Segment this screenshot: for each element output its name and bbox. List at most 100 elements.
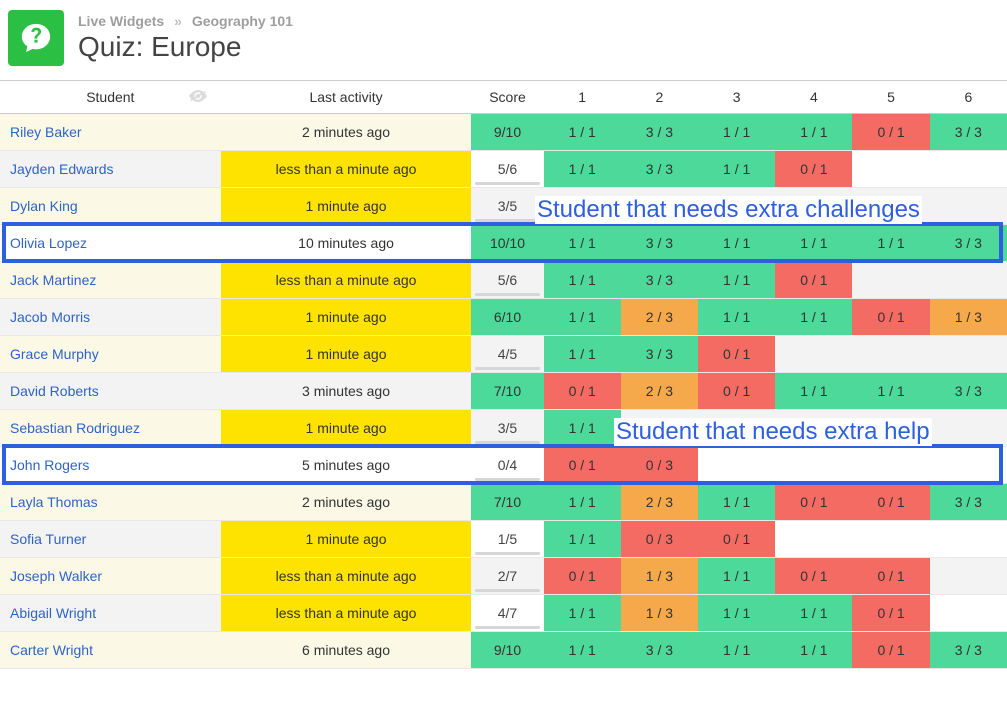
breadcrumb-b[interactable]: Geography 101 xyxy=(192,13,293,29)
question-cell: 1 / 1 xyxy=(775,632,852,669)
question-cell xyxy=(852,262,929,299)
table-row: Grace Murphy1 minute ago4/51 / 13 / 30 /… xyxy=(0,336,1007,373)
table-row: Carter Wright6 minutes ago9/101 / 13 / 3… xyxy=(0,632,1007,669)
breadcrumb: Live Widgets » Geography 101 xyxy=(78,13,293,29)
table-row: Riley Baker2 minutes ago9/101 / 13 / 31 … xyxy=(0,114,1007,151)
question-cell xyxy=(930,410,1007,447)
question-cell: 0 / 1 xyxy=(852,299,929,336)
question-cell xyxy=(930,558,1007,595)
student-name[interactable]: Layla Thomas xyxy=(0,484,221,521)
question-cell xyxy=(930,595,1007,632)
question-cell: 1 / 1 xyxy=(698,262,775,299)
table-row: John Rogers5 minutes ago0/40 / 10 / 3 xyxy=(0,447,1007,484)
visibility-icon[interactable] xyxy=(189,89,207,105)
question-cell: 1 / 1 xyxy=(544,595,621,632)
last-activity: 10 minutes ago xyxy=(221,225,472,262)
student-name[interactable]: Riley Baker xyxy=(0,114,221,151)
breadcrumb-a[interactable]: Live Widgets xyxy=(78,13,164,29)
score-cell: 10/10 xyxy=(471,225,543,262)
question-cell xyxy=(698,447,775,484)
col-q6[interactable]: 6 xyxy=(930,81,1007,114)
score-cell: 9/10 xyxy=(471,114,543,151)
question-cell xyxy=(930,521,1007,558)
question-cell: 1 / 1 xyxy=(544,521,621,558)
question-cell: 0 / 1 xyxy=(852,632,929,669)
last-activity: 1 minute ago xyxy=(221,188,472,225)
question-cell: 1 / 1 xyxy=(698,299,775,336)
score-cell: 4/5 xyxy=(471,336,543,373)
table-row: Layla Thomas2 minutes ago7/101 / 12 / 31… xyxy=(0,484,1007,521)
question-cell: 3 / 3 xyxy=(621,151,698,188)
question-cell: 1 / 1 xyxy=(698,151,775,188)
score-cell: 5/6 xyxy=(471,262,543,299)
question-cell: 1 / 1 xyxy=(544,484,621,521)
student-name[interactable]: John Rogers xyxy=(0,447,221,484)
last-activity: less than a minute ago xyxy=(221,151,472,188)
col-score[interactable]: Score xyxy=(471,81,543,114)
question-cell xyxy=(852,336,929,373)
quiz-logo xyxy=(8,10,64,66)
student-name[interactable]: Sofia Turner xyxy=(0,521,221,558)
table-row: Joseph Walkerless than a minute ago2/70 … xyxy=(0,558,1007,595)
question-cell: 1 / 3 xyxy=(621,595,698,632)
col-activity[interactable]: Last activity xyxy=(221,81,472,114)
student-name[interactable]: Joseph Walker xyxy=(0,558,221,595)
student-name[interactable]: Dylan King xyxy=(0,188,221,225)
question-cell: 1 / 1 xyxy=(698,484,775,521)
student-name[interactable]: Grace Murphy xyxy=(0,336,221,373)
question-cell: 3 / 3 xyxy=(621,336,698,373)
question-cell: 1 / 1 xyxy=(544,151,621,188)
score-cell: 3/5 xyxy=(471,410,543,447)
question-cell: 1 / 1 xyxy=(544,225,621,262)
question-cell: 0 / 1 xyxy=(698,521,775,558)
question-cell: 1 / 1 xyxy=(544,632,621,669)
table-row: Sofia Turner1 minute ago1/51 / 10 / 30 /… xyxy=(0,521,1007,558)
student-name[interactable]: Jayden Edwards xyxy=(0,151,221,188)
question-cell xyxy=(930,262,1007,299)
last-activity: less than a minute ago xyxy=(221,262,472,299)
question-cell: 1 / 1 xyxy=(544,336,621,373)
question-cell: 0 / 1 xyxy=(852,484,929,521)
col-q3[interactable]: 3 xyxy=(698,81,775,114)
score-cell: 7/10 xyxy=(471,373,543,410)
last-activity: 5 minutes ago xyxy=(221,447,472,484)
student-name[interactable]: Sebastian Rodriguez xyxy=(0,410,221,447)
question-cell: 2 / 3 xyxy=(621,299,698,336)
col-student[interactable]: Student xyxy=(0,81,221,114)
question-cell: 0 / 1 xyxy=(544,373,621,410)
student-name[interactable]: Olivia Lopez xyxy=(0,225,221,262)
table-row: Jacob Morris1 minute ago6/101 / 12 / 31 … xyxy=(0,299,1007,336)
col-q1[interactable]: 1 xyxy=(544,81,621,114)
question-cell: 1 / 1 xyxy=(698,225,775,262)
col-q2[interactable]: 2 xyxy=(621,81,698,114)
question-cell: 1 / 1 xyxy=(544,114,621,151)
col-q4[interactable]: 4 xyxy=(775,81,852,114)
question-cell: 1 / 1 xyxy=(775,595,852,632)
student-name[interactable]: Carter Wright xyxy=(0,632,221,669)
table-row: Jayden Edwardsless than a minute ago5/61… xyxy=(0,151,1007,188)
score-cell: 9/10 xyxy=(471,632,543,669)
annotation-help: Student that needs extra help xyxy=(614,418,932,446)
score-cell: 3/5 xyxy=(471,188,543,225)
question-cell xyxy=(775,336,852,373)
score-cell: 2/7 xyxy=(471,558,543,595)
question-cell: 1 / 1 xyxy=(852,225,929,262)
last-activity: 2 minutes ago xyxy=(221,114,472,151)
last-activity: less than a minute ago xyxy=(221,595,472,632)
student-name[interactable]: Jack Martinez xyxy=(0,262,221,299)
question-cell: 2 / 3 xyxy=(621,373,698,410)
student-name[interactable]: Jacob Morris xyxy=(0,299,221,336)
results-table: Student Last activity Score 1 2 3 4 5 6 … xyxy=(0,80,1007,669)
question-cell: 1 / 3 xyxy=(621,558,698,595)
question-cell: 3 / 3 xyxy=(930,373,1007,410)
table-wrap: Student Last activity Score 1 2 3 4 5 6 … xyxy=(0,80,1007,669)
student-name[interactable]: Abigail Wright xyxy=(0,595,221,632)
col-q5[interactable]: 5 xyxy=(852,81,929,114)
question-cell: 1 / 1 xyxy=(775,225,852,262)
question-cell: 3 / 3 xyxy=(930,225,1007,262)
score-cell: 4/7 xyxy=(471,595,543,632)
last-activity: 1 minute ago xyxy=(221,521,472,558)
student-name[interactable]: David Roberts xyxy=(0,373,221,410)
question-cell: 1 / 1 xyxy=(775,373,852,410)
question-cell: 0 / 1 xyxy=(775,151,852,188)
